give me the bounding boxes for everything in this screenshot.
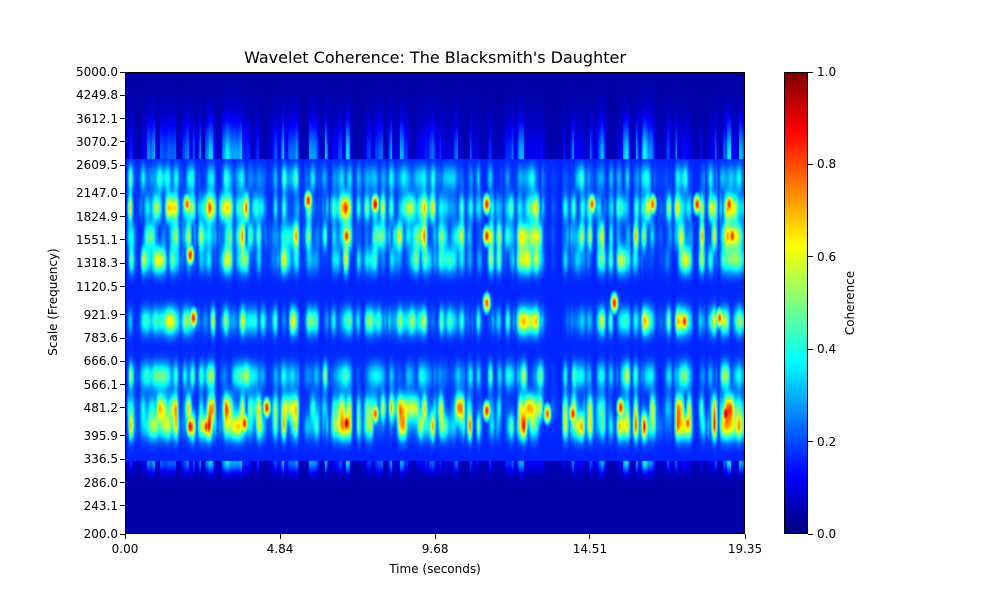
y-tick-label: 1318.3 [76,256,118,271]
colorbar-tick-label: 0.6 [817,249,837,264]
colorbar-tick-mark [808,441,813,443]
y-tick-mark [120,407,125,409]
x-tick-label: 14.51 [572,542,608,556]
y-tick-mark [120,314,125,316]
y-tick-label: 2609.5 [76,158,118,173]
x-tick-label: 4.84 [266,542,294,556]
x-tick-mark [124,534,126,539]
y-tick-label: 395.9 [83,428,118,443]
colorbar-tick-mark [808,348,813,350]
chart-title: Wavelet Coherence: The Blacksmith's Daug… [244,48,626,67]
y-tick-label: 1824.9 [76,209,118,224]
y-tick-label: 5000.0 [76,65,118,79]
y-tick-mark [120,360,125,362]
heatmap-plot-area [125,72,745,534]
y-tick-label: 336.5 [83,452,118,467]
y-tick-mark [120,384,125,386]
colorbar-tick-mark [808,533,813,535]
y-tick-label: 4249.8 [76,88,118,103]
colorbar [784,72,808,534]
y-tick-mark [120,505,125,507]
colorbar-tick-mark [808,163,813,165]
wavelet-coherence-heatmap [126,73,744,533]
colorbar-tick-label: 0.0 [817,527,837,541]
y-tick-label: 666.0 [83,354,118,369]
y-tick-label: 566.1 [83,377,118,392]
y-tick-label: 2147.0 [76,186,118,201]
colorbar-tick-label: 0.8 [817,157,837,172]
y-tick-label: 3070.2 [76,134,118,149]
y-tick-mark [120,216,125,218]
y-tick-label: 3612.1 [76,111,118,126]
colorbar-tick-label: 1.0 [817,65,837,79]
y-tick-mark [120,118,125,120]
y-tick-mark [120,192,125,194]
x-tick-label: 0.00 [111,542,139,556]
y-tick-mark [120,94,125,96]
y-tick-label: 481.2 [83,400,118,415]
y-tick-label: 921.9 [83,307,118,322]
x-tick-label: 9.68 [421,542,449,556]
y-tick-mark [120,71,125,73]
y-tick-label: 200.0 [83,527,118,541]
colorbar-tick-label: 0.2 [817,434,837,449]
y-tick-label: 243.1 [83,498,118,513]
y-tick-mark [120,239,125,241]
y-tick-mark [120,533,125,535]
y-tick-mark [120,164,125,166]
y-tick-mark [120,482,125,484]
y-tick-label: 783.6 [83,331,118,345]
x-axis-label: Time (seconds) [389,562,481,576]
x-tick-mark [744,534,746,539]
x-tick-mark [279,534,281,539]
x-tick-mark [589,534,591,539]
colorbar-tick-label: 0.4 [817,342,837,357]
y-tick-label: 286.0 [83,475,118,490]
y-axis-label: Scale (Frequency) [46,248,60,356]
y-tick-mark [120,141,125,143]
y-tick-mark [120,458,125,460]
y-tick-mark [120,286,125,288]
colorbar-tick-mark [808,71,813,73]
y-tick-mark [120,435,125,437]
y-tick-mark [120,337,125,339]
y-tick-mark [120,262,125,264]
x-tick-label: 19.35 [727,542,763,556]
colorbar-tick-mark [808,256,813,258]
colorbar-label: Coherence [843,270,857,336]
x-tick-mark [434,534,436,539]
y-tick-label: 1551.1 [76,232,118,247]
y-tick-label: 1120.5 [76,279,118,294]
